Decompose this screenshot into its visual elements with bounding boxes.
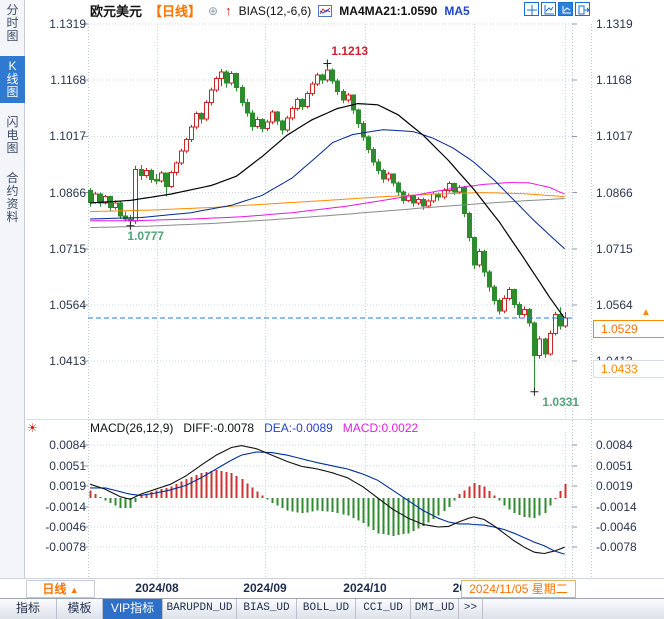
sidebar-item-char: 时 [6,16,19,30]
main-chart-area[interactable] [88,22,572,418]
price-axis-label-right: 1.1017 [596,129,633,144]
pan-crosshair-icon [527,4,537,15]
extreme-price-annotation: 1.0777 [127,228,165,243]
period-button-label: 日线 [42,582,67,596]
mini-chart-icon [318,4,333,17]
price-axis-label-right: 1.0564 [596,297,633,312]
price-axis-label-right: 1.0715 [596,241,633,256]
zoom-range-icon [544,4,554,14]
sidebar-item-char: 线 [6,72,19,86]
sidebar-item-3[interactable]: 合约资料 [0,168,25,228]
macd-diff-readout: DIFF:-0.0078 [183,421,255,435]
exit-restore-icon [578,5,589,14]
chart-mode-button[interactable] [558,2,573,16]
bottom-tab-3[interactable]: BARUPDN_UD [163,599,237,619]
bottom-tab-5[interactable]: BOLL_UD [297,599,356,619]
bottom-tab-0[interactable]: 指标 [0,599,57,619]
bottom-tab-6[interactable]: CCI_UD [356,599,411,619]
macd-axis-label-left: -0.0014 [45,500,86,514]
up-arrow-icon: ↑ [225,3,232,18]
indicator-sun-icon[interactable]: ☀ [27,421,38,435]
price-axis-label-right: 1.1319 [596,17,633,31]
price-axis-label-right: 1.1168 [596,73,632,88]
zoom-range-button[interactable] [541,2,556,16]
sidebar-item-char: 电 [6,128,19,142]
pane-separator [26,419,664,420]
sidebar-item-char: 图 [6,85,19,99]
current-date-box: 2024/11/05 星期二 [461,580,576,598]
price-axis-label-left: 1.0715 [49,241,86,256]
sidebar-item-char: 资 [6,197,19,211]
macd-chart-area[interactable] [88,432,572,578]
secondary-price-tag: 1.0433 [593,359,664,378]
ma-readout-label: MA4MA21:1.0590 [339,3,438,18]
macd-axis-label-left: 0.0084 [49,438,86,452]
macd-axis-label-left: -0.0046 [45,520,86,534]
bottom-tab-8[interactable]: >> [459,599,483,619]
macd-axis-label-left: -0.0078 [45,540,86,554]
x-axis-month-label-0: 2024/08 [135,581,179,595]
sidebar-item-char: 合 [6,171,19,185]
bottom-tab-1[interactable]: 模板 [57,599,103,619]
price-axis-label-left: 1.0413 [49,354,86,369]
sidebar-item-2[interactable]: 闪电图 [0,112,25,159]
price-axis-label-left: 1.0866 [49,185,86,200]
chart-mode-icon [562,5,571,13]
x-axis-month-label-1: 2024/09 [243,581,287,595]
bottom-tab-7[interactable]: DMI_UD [411,599,459,619]
pan-crosshair-button[interactable] [524,2,539,16]
sidebar-item-char: 约 [6,184,19,198]
macd-axis-label-right: -0.0014 [596,500,637,514]
macd-macd-readout: MACD:0.0022 [342,421,419,435]
macd-axis-label-right: 0.0051 [596,459,633,473]
price-axis-label-left: 1.1168 [50,73,86,88]
macd-header: MACD(26,12,9) DIFF:-0.0078 DEA:-0.0089 M… [90,421,418,435]
macd-dea-readout: DEA:-0.0089 [264,421,333,435]
price-axis-label-right: 1.0866 [596,185,633,200]
price-marker-triangle-icon: ▲ [641,307,651,319]
sidebar-item-char: K [8,59,17,73]
period-dropdown-button[interactable]: 日线 ▲ [26,580,95,598]
sidebar-item-char: 闪 [6,115,19,129]
exit-restore-button[interactable] [575,2,590,16]
bottom-tab-2[interactable]: VIP指标 [103,599,163,619]
macd-axis-label-right: -0.0046 [596,520,637,534]
chart-header: 欧元美元 【日线】 ⊕ ↑ BIAS(12,-6,6) MA4MA21:1.05… [90,2,470,19]
macd-axis-label-right: -0.0078 [596,540,637,554]
ma5-label: MA5 [444,3,470,18]
symbol-name: 欧元美元 [90,4,143,19]
macd-title: MACD(26,12,9) [90,421,174,435]
sidebar-item-char: 料 [6,210,19,224]
x-axis-month-label-2: 2024/10 [343,581,387,595]
plus-icon[interactable]: ⊕ [208,3,219,18]
sidebar-item-char: 图 [6,141,19,155]
macd-axis-label-left: 0.0019 [49,479,86,493]
bottom-tab-4[interactable]: BIAS_UD [237,599,297,619]
bottom-tab-bar: 指标 模板 VIP指标 BARUPDN_UD BIAS_UD BOLL_UD CCI_UD D… [0,598,664,619]
price-axis-label-left: 1.1319 [49,17,86,31]
macd-axis-label-left: 0.0051 [49,459,86,473]
price-axis-label-left: 1.1017 [49,129,86,144]
current-price-tag: 1.0529 [593,320,664,339]
macd-axis-label-right: 0.0019 [596,479,633,493]
bias-indicator-label: BIAS(12,-6,6) [238,3,312,18]
sidebar-item-char: 分 [6,3,19,17]
triangle-up-icon: ▲ [69,585,79,595]
sidebar-item-char: 图 [6,29,19,43]
extreme-price-annotation: 1.1213 [331,44,369,59]
chart-toolbar [524,2,590,16]
period-label: 【日线】 [149,4,202,19]
macd-axis-label-right: 0.0084 [596,438,633,452]
extreme-price-annotation: 1.0331 [542,394,580,409]
price-axis-label-left: 1.0564 [49,297,86,312]
sidebar-item-0[interactable]: 分时图 [0,0,25,47]
